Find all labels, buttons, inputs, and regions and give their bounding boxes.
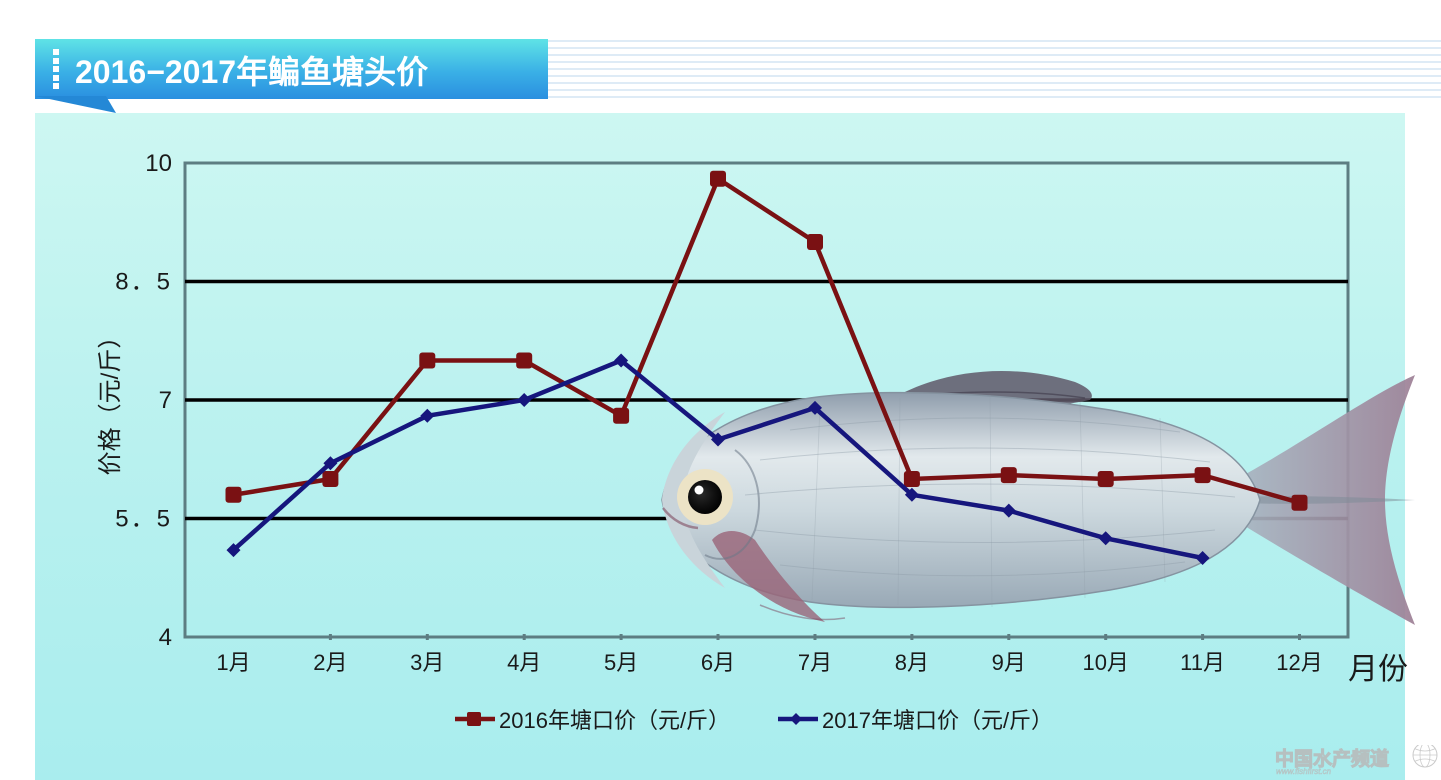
svg-text:www.fishfirst.cn: www.fishfirst.cn [1276,767,1332,776]
svg-text:1月: 1月 [216,650,250,675]
svg-text:10月: 10月 [1082,650,1128,675]
svg-text:价格（元/斤）: 价格（元/斤） [97,325,124,476]
svg-text:7: 7 [159,387,172,414]
svg-text:10: 10 [145,150,172,177]
svg-text:11月: 11月 [1180,650,1225,675]
svg-text:5．5: 5．5 [115,506,172,533]
svg-text:4月: 4月 [507,650,541,675]
svg-text:8．5: 8．5 [115,269,172,296]
svg-text:3月: 3月 [410,650,444,675]
svg-text:6月: 6月 [701,650,735,675]
svg-text:2月: 2月 [313,650,347,675]
svg-text:月份: 月份 [1348,653,1408,686]
svg-text:8月: 8月 [895,650,929,675]
svg-text:9月: 9月 [992,650,1026,675]
svg-text:4: 4 [159,624,172,651]
svg-text:5月: 5月 [604,650,638,675]
svg-text:12月: 12月 [1276,650,1322,675]
svg-text:7月: 7月 [798,650,832,675]
